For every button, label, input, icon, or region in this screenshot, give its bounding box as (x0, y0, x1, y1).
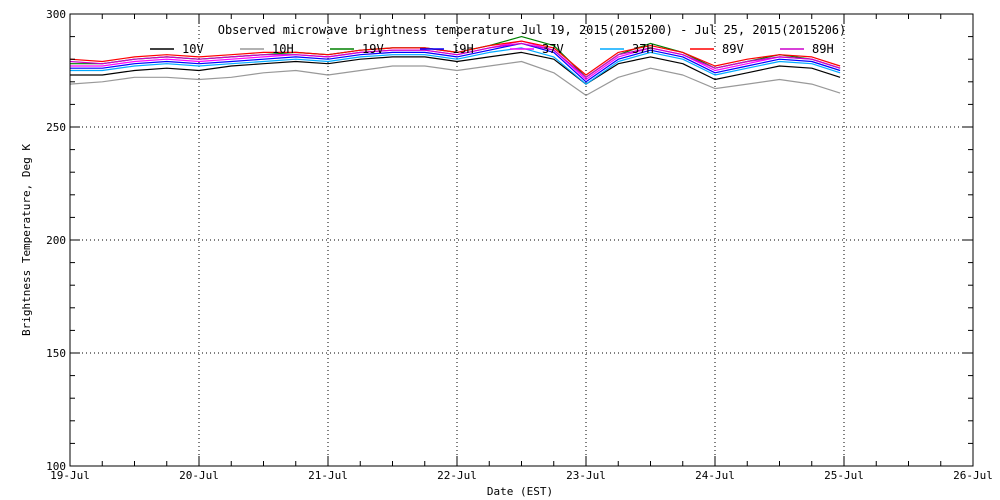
x-tick-labels: 19-Jul 20-Jul 21-Jul 22-Jul 23-Jul 24-Jul 25-J… (50, 469, 993, 482)
axis-ticks (69, 13, 974, 467)
y-tick-label: 150 (46, 347, 66, 360)
legend-label-37V: 37V (542, 42, 564, 56)
x-tick-label: 21-Jul (308, 469, 348, 482)
legend: 10V 10H 19V 19H 37V 37H 89V 89H (150, 42, 834, 56)
legend-label-89H: 89H (812, 42, 834, 56)
chart-title: Observed microwave brightness temperatur… (218, 23, 847, 37)
series-line-19H (70, 42, 841, 83)
legend-label-37H: 37H (632, 42, 654, 56)
x-tick-label: 20-Jul (179, 469, 219, 482)
x-tick-label: 25-Jul (824, 469, 864, 482)
grid (70, 14, 973, 466)
x-tick-label: 19-Jul (50, 469, 90, 482)
legend-label-19V: 19V (362, 42, 384, 56)
series-layer (69, 35, 841, 97)
y-tick-label: 300 (46, 8, 66, 21)
series-line-10V (70, 51, 841, 85)
series-line-89H (69, 42, 841, 78)
series-line-37H (70, 47, 841, 85)
legend-label-10H: 10H (272, 42, 294, 56)
x-tick-label: 23-Jul (566, 469, 606, 482)
x-tick-label: 22-Jul (437, 469, 477, 482)
x-tick-label: 24-Jul (695, 469, 735, 482)
y-axis-label: Brightness Temperature, Deg K (20, 144, 33, 336)
legend-label-10V: 10V (182, 42, 204, 56)
y-tick-label: 100 (46, 460, 66, 473)
y-tick-label: 200 (46, 234, 66, 247)
legend-label-19H: 19H (452, 42, 474, 56)
series-line-89V (69, 40, 841, 76)
legend-label-89V: 89V (722, 42, 744, 56)
x-tick-label: 26-Jul (953, 469, 993, 482)
plot-frame (69, 13, 974, 467)
series-line-10H (69, 60, 841, 97)
y-tick-label: 250 (46, 121, 66, 134)
x-axis-label: Date (EST) (487, 485, 553, 498)
y-tick-labels: 100 150 200 250 300 (46, 8, 66, 473)
